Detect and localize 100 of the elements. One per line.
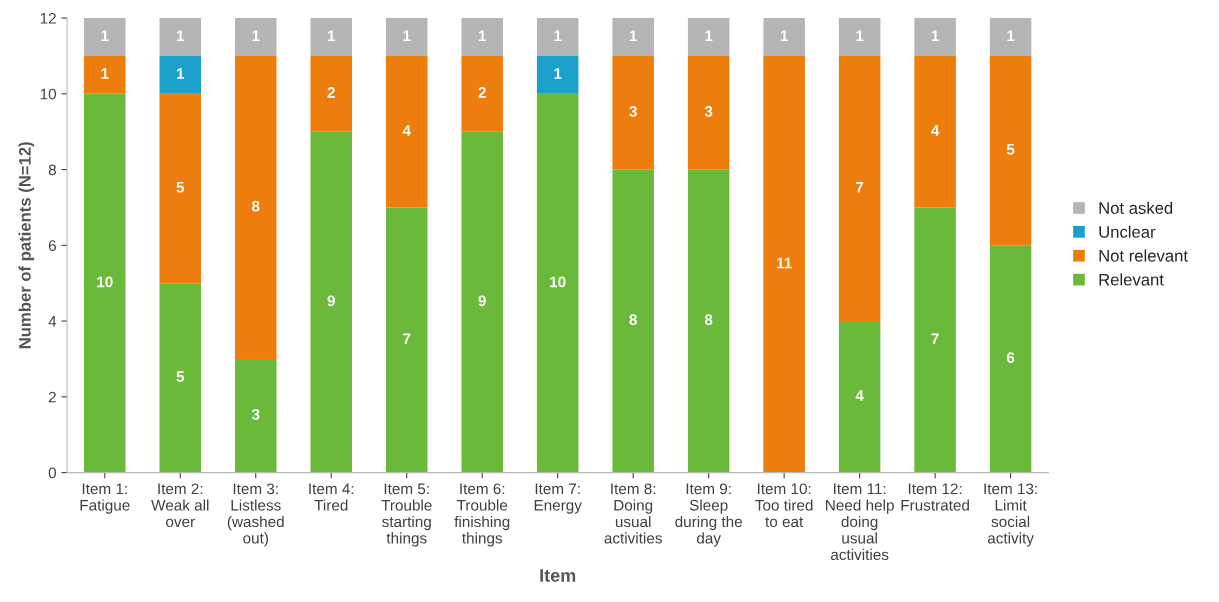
data-label: 1 xyxy=(176,68,185,79)
data-label: 8 xyxy=(629,314,637,326)
bar xyxy=(461,18,503,56)
data-label: 1 xyxy=(101,68,109,79)
x-tick-label: Item 2: Weak all over xyxy=(151,483,209,528)
data-label: 3 xyxy=(251,409,260,420)
legend-label: Relevant xyxy=(1099,273,1164,286)
bar xyxy=(159,55,202,94)
data-label: 1 xyxy=(327,30,336,41)
data-label: 9 xyxy=(478,295,486,307)
data-label: 7 xyxy=(403,333,411,344)
y-tick-label: 6 xyxy=(48,240,56,251)
bar xyxy=(838,55,881,322)
data-label: 1 xyxy=(478,30,487,41)
bar xyxy=(310,18,352,56)
bar xyxy=(159,93,202,284)
bar xyxy=(612,18,654,56)
x-tick-label: Item 7: Energy xyxy=(534,483,582,514)
x-tick-label: Item 5: Trouble starting things xyxy=(381,483,432,547)
bar xyxy=(385,55,428,208)
x-tick-label: Item 9: Sleep during the day xyxy=(675,483,742,547)
bar xyxy=(385,18,428,56)
bar xyxy=(536,93,579,473)
bar xyxy=(235,18,277,56)
bar xyxy=(687,18,730,56)
bar xyxy=(84,55,126,94)
y-tick-label: 4 xyxy=(48,316,57,327)
data-label: 2 xyxy=(327,87,335,98)
x-tick-label: Item 10: Too tired to eat xyxy=(755,483,813,528)
bar xyxy=(838,18,881,56)
bar xyxy=(989,245,1032,473)
x-axis-title: Item xyxy=(540,569,576,582)
bar xyxy=(687,169,730,473)
data-label: 7 xyxy=(856,181,864,193)
legend-label: Not asked xyxy=(1099,201,1173,214)
data-label: 1 xyxy=(1007,30,1015,41)
data-label: 3 xyxy=(629,106,637,117)
y-tick-label: 10 xyxy=(40,88,57,100)
x-tick-label: Item 13: Limit social activity xyxy=(984,483,1037,547)
bar xyxy=(763,55,805,473)
bar xyxy=(461,55,503,132)
x-tick-label: Item 8: Doing usual activities xyxy=(604,483,662,544)
data-label: 11 xyxy=(777,257,792,269)
y-tick-label: 8 xyxy=(48,164,56,176)
data-label: 1 xyxy=(554,30,562,41)
data-label: 8 xyxy=(704,314,713,326)
y-tick-label: 0 xyxy=(48,467,57,479)
bar xyxy=(914,207,956,473)
data-label: 1 xyxy=(856,30,864,41)
data-label: 1 xyxy=(403,30,411,41)
bar xyxy=(914,55,956,208)
bar xyxy=(84,18,126,56)
x-tick-label: Item 6: Trouble finishing things xyxy=(454,483,510,547)
data-label: 4 xyxy=(402,125,411,136)
x-tick-label: Item 12: Frustrated xyxy=(901,483,969,511)
bar xyxy=(84,93,126,473)
data-label: 7 xyxy=(931,333,939,344)
bar xyxy=(914,18,956,56)
bar xyxy=(235,358,277,473)
bar xyxy=(612,55,654,170)
bar xyxy=(989,55,1032,246)
bar xyxy=(612,169,654,473)
data-label: 1 xyxy=(176,30,185,41)
x-tick-label: Item 4: Tired xyxy=(309,483,354,511)
legend-label: Not relevant xyxy=(1099,249,1188,262)
bar xyxy=(235,55,277,359)
data-label: 2 xyxy=(478,87,486,98)
bar xyxy=(310,55,352,132)
y-tick-label: 12 xyxy=(40,12,56,24)
data-label: 1 xyxy=(931,30,939,41)
bar xyxy=(989,18,1032,56)
data-label: 1 xyxy=(101,30,109,41)
bar xyxy=(763,18,805,56)
data-label: 1 xyxy=(554,68,562,79)
data-label: 3 xyxy=(704,106,713,117)
data-label: 5 xyxy=(1006,144,1015,155)
y-tick-label: 2 xyxy=(48,391,56,403)
data-label: 10 xyxy=(550,276,566,288)
y-axis-title: Number of patients (N=12) xyxy=(18,142,35,349)
bar xyxy=(838,321,881,473)
bar xyxy=(536,55,579,94)
data-label: 5 xyxy=(176,181,185,193)
data-label: 1 xyxy=(780,30,788,41)
x-tick-label: Item 3: Listless (washed out) xyxy=(227,483,284,547)
data-label: 4 xyxy=(855,390,864,401)
data-label: 5 xyxy=(176,371,185,382)
data-label: 8 xyxy=(251,200,260,212)
bar xyxy=(687,55,730,170)
bar xyxy=(461,131,503,473)
bar xyxy=(159,283,202,473)
x-tick-label: Item 1: Fatigue xyxy=(80,483,130,514)
legend-label: Unclear xyxy=(1099,225,1156,238)
data-label: 1 xyxy=(629,30,637,41)
bar xyxy=(310,131,352,473)
x-tick-label: Item 11: Need help doing usual activities xyxy=(826,483,894,561)
bar xyxy=(385,207,428,473)
data-label: 6 xyxy=(1006,352,1015,364)
data-label: 1 xyxy=(705,30,713,41)
data-label: 4 xyxy=(931,125,940,136)
data-label: 9 xyxy=(327,295,335,307)
